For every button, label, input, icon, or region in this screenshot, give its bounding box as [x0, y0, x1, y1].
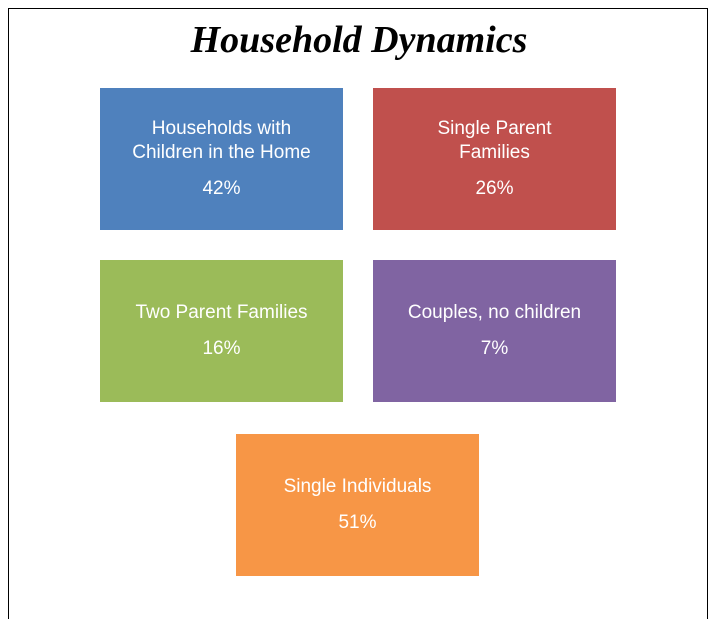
node-value: 7% — [480, 338, 509, 359]
node-value: 42% — [202, 178, 241, 199]
node-label: Single Parent Families — [437, 118, 552, 163]
node-box: Couples, no children 7% — [373, 260, 616, 402]
node-label: Single Individuals — [283, 476, 432, 497]
node-box: Two Parent Families 16% — [100, 260, 343, 402]
node-value: 16% — [202, 338, 241, 359]
node-label: Households with Children in the Home — [132, 118, 311, 163]
node-box: Households with Children in the Home 42% — [100, 88, 343, 230]
node-box: Single Individuals 51% — [236, 434, 479, 576]
title: Household Dynamics — [190, 19, 528, 61]
node-label: Couples, no children — [407, 302, 582, 323]
node-value: 51% — [338, 512, 377, 533]
node-box: Single Parent Families 26% — [373, 88, 616, 230]
node-value: 26% — [475, 178, 514, 199]
frame — [8, 8, 708, 619]
node-label: Two Parent Families — [135, 302, 308, 323]
